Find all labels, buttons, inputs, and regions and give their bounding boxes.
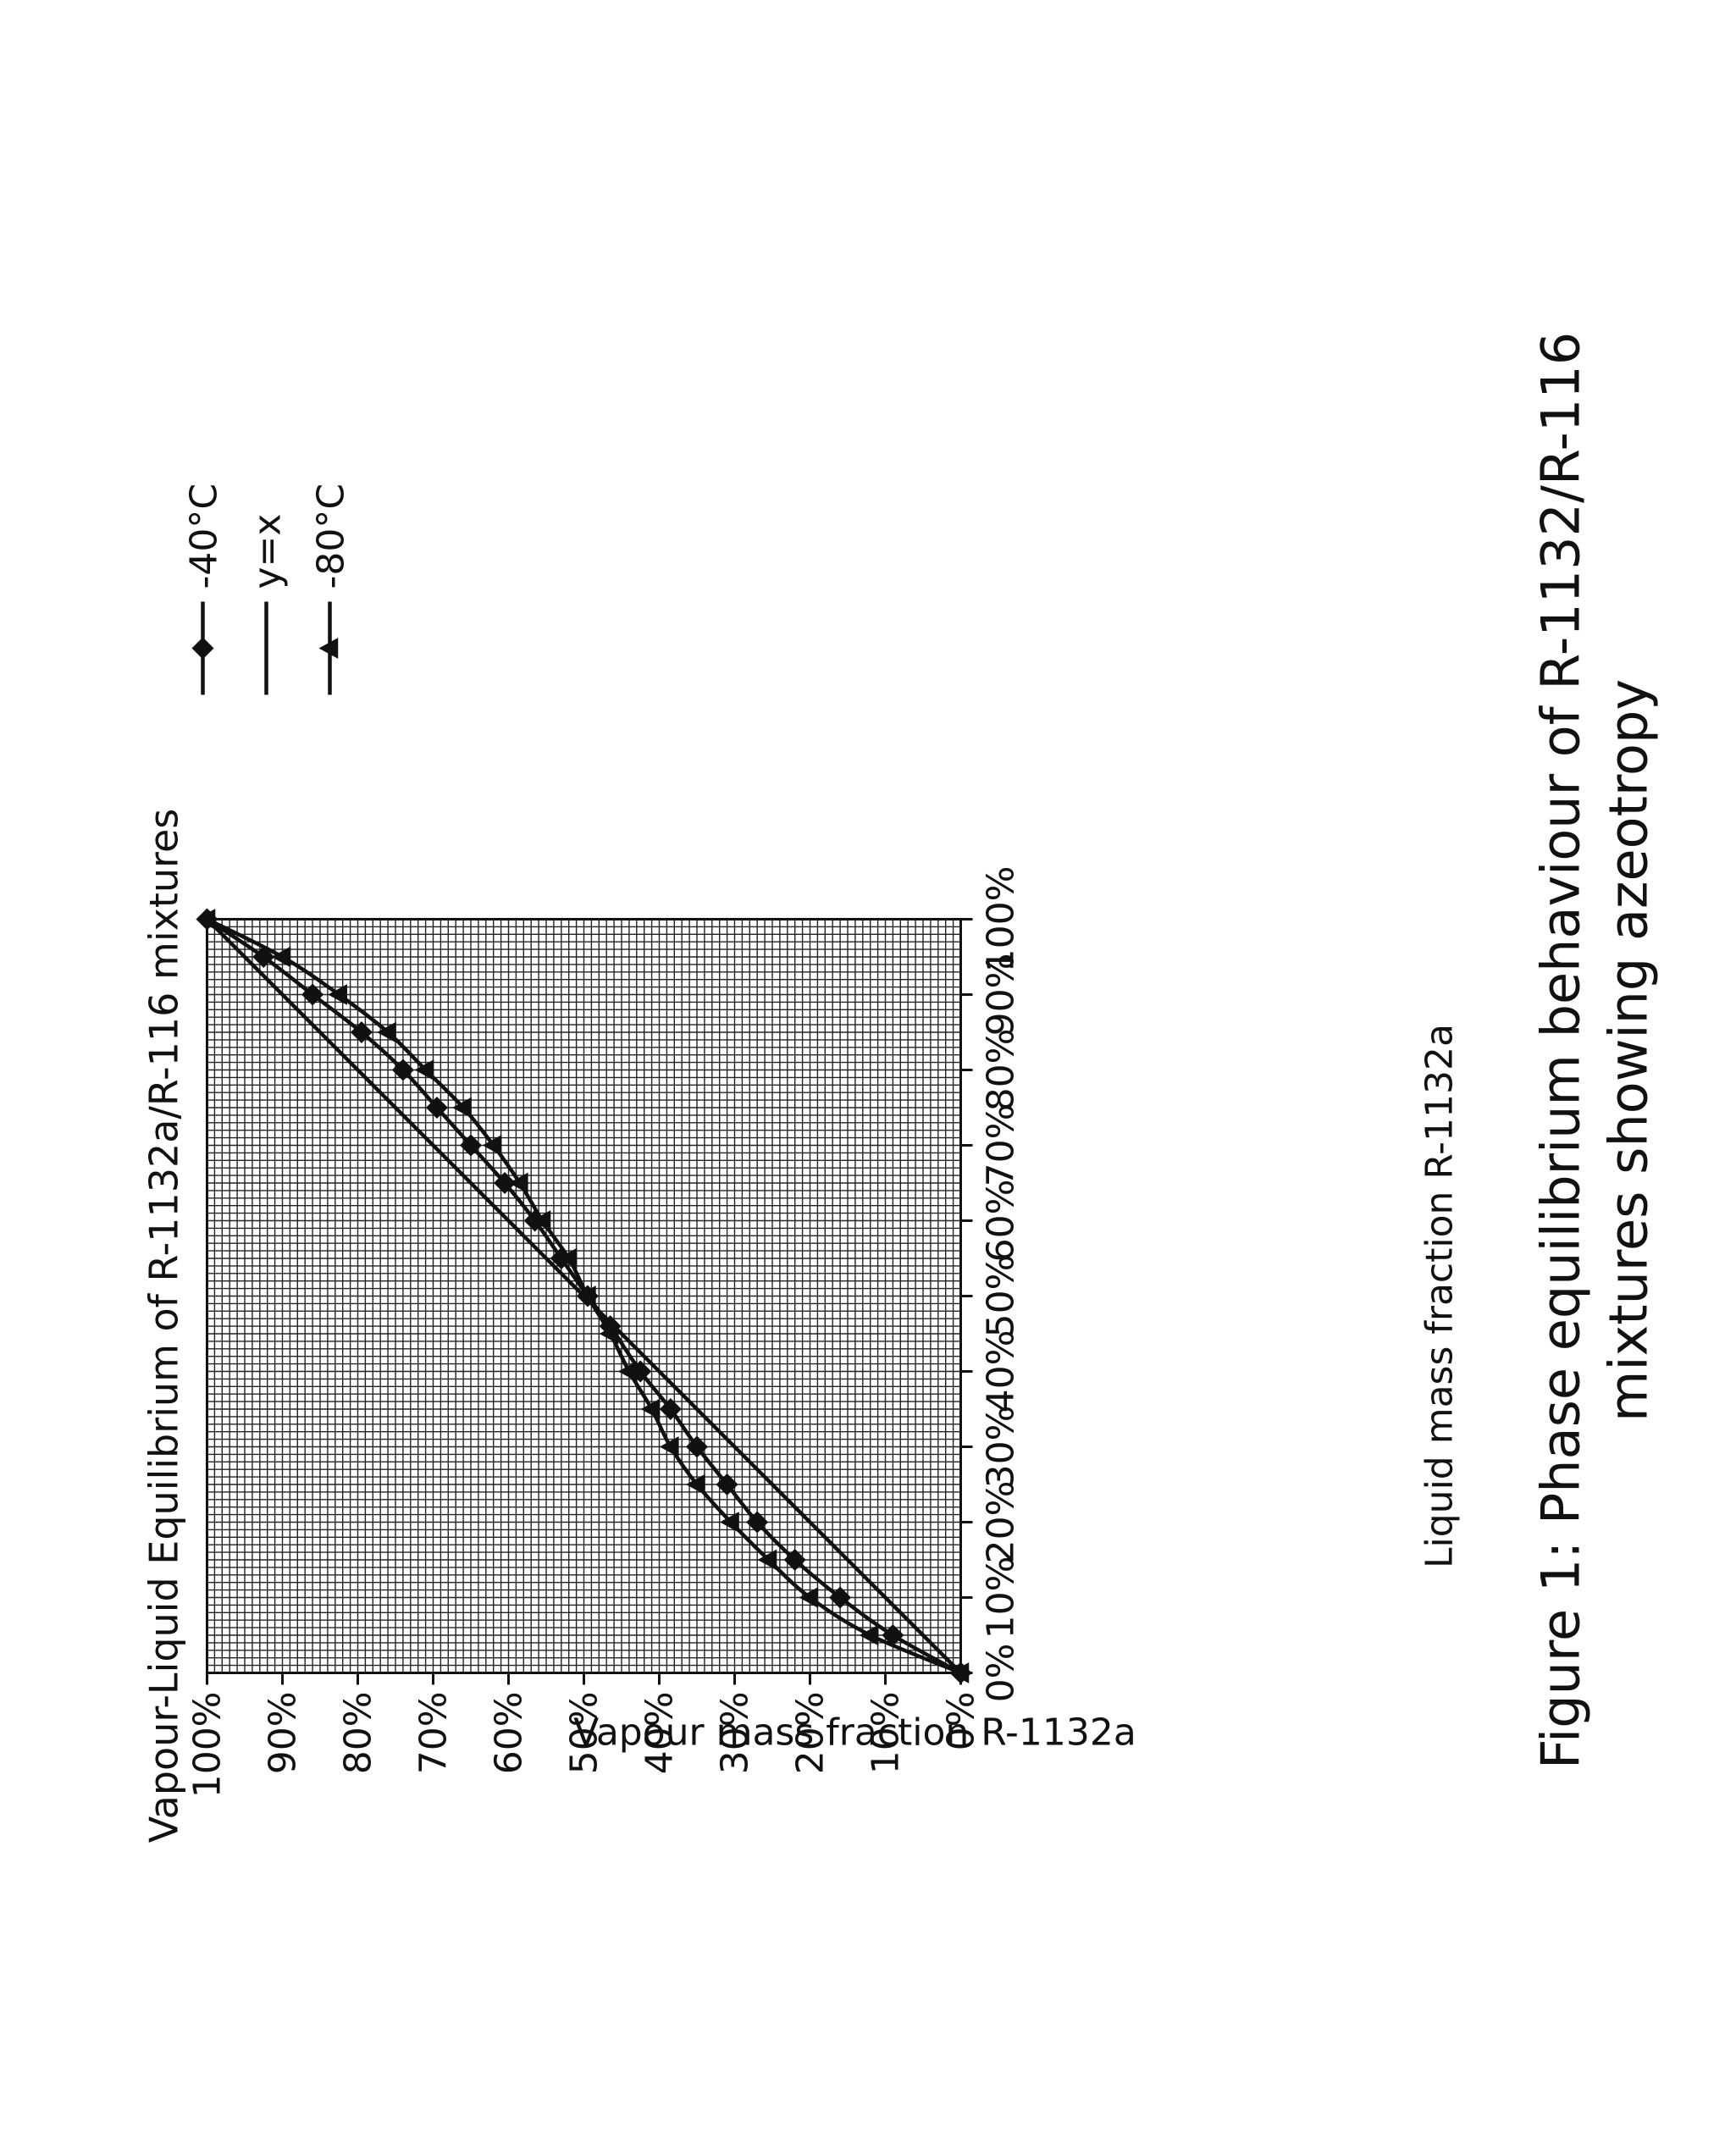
legend-label: -80°C <box>310 484 353 589</box>
x-tick-label: 30% <box>980 1406 1023 1489</box>
chart-legend: -40°C y=x -80°C <box>183 484 353 695</box>
y-axis-label: Vapour mass fraction R-1132a <box>573 1711 1136 1755</box>
chart-title: Vapour-Liquid Equilibrium of R-1132a/R-1… <box>141 809 187 1843</box>
legend-label: -40°C <box>183 484 226 589</box>
y-tick-label: 90% <box>262 1692 305 1775</box>
y-tick-label: 70% <box>412 1692 456 1775</box>
y-tick-label: 80% <box>337 1692 380 1775</box>
data-point-diamond <box>192 638 214 660</box>
x-axis-label: Liquid mass fraction R-1132a <box>1418 1024 1462 1568</box>
x-tick-label: 70% <box>980 1104 1023 1187</box>
x-tick-label: 50% <box>980 1255 1023 1338</box>
x-tick-label: 80% <box>980 1029 1023 1112</box>
legend-label: y=x <box>246 514 290 589</box>
x-tick-label: 40% <box>980 1330 1023 1413</box>
x-tick-label: 60% <box>980 1180 1023 1263</box>
figure-caption-line1: Figure 1: Phase equilibrium behaviour of… <box>1530 332 1592 1769</box>
x-tick-label: 100% <box>980 866 1023 973</box>
figure-caption-line2: mixtures showing azeotropy <box>1598 679 1660 1422</box>
y-tick-label: 60% <box>488 1692 531 1775</box>
y-tick-label: 100% <box>186 1692 229 1799</box>
x-tick-label: 10% <box>980 1556 1023 1639</box>
x-tick-label: 20% <box>980 1481 1023 1564</box>
x-tick-label: 0% <box>980 1644 1023 1703</box>
